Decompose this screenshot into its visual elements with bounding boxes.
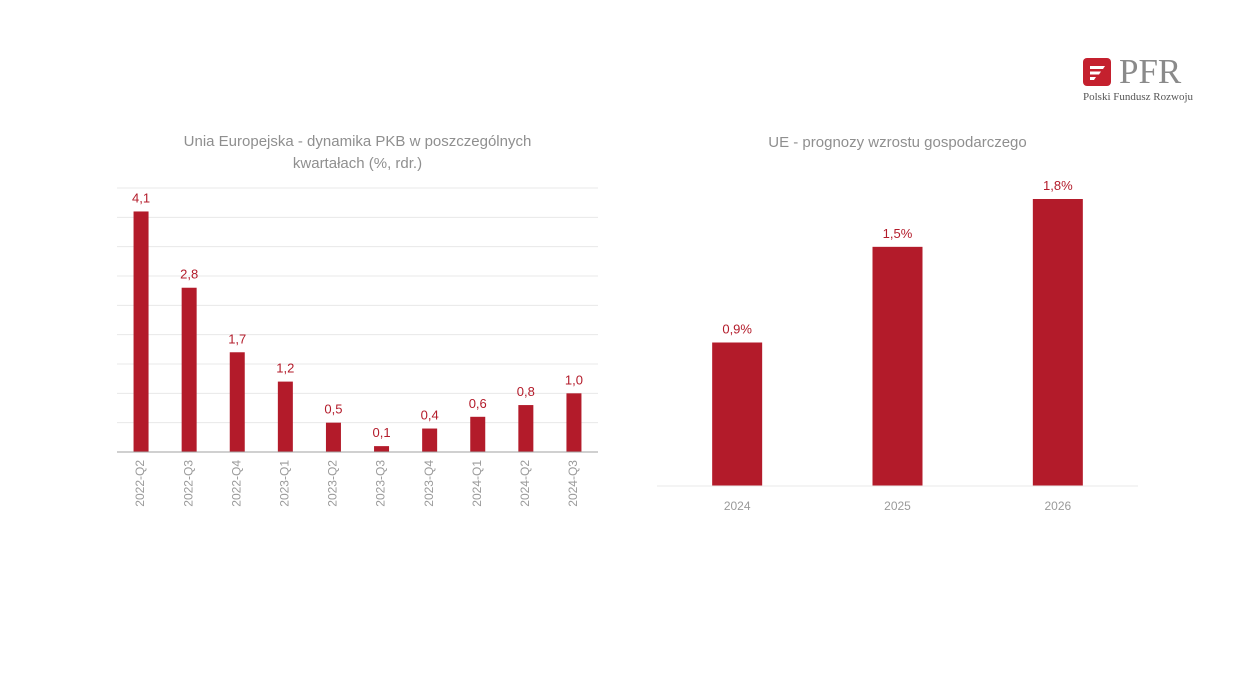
chart1-data-label: 1,2 xyxy=(276,361,294,376)
chart2-data-label: 1,5% xyxy=(883,226,913,241)
chart1-bar xyxy=(229,352,245,452)
pfr-logo-text: PFR xyxy=(1119,52,1182,91)
chart2-x-tick-label: 2024 xyxy=(724,499,751,513)
chart1-x-tick-label: 2022-Q4 xyxy=(229,460,243,507)
chart2-bar xyxy=(1032,199,1083,486)
chart1-data-label: 4,1 xyxy=(132,190,150,205)
chart1-data-label: 0,5 xyxy=(324,402,342,417)
chart1-x-tick-label: 2022-Q3 xyxy=(181,460,195,507)
chart1-bar xyxy=(470,416,486,452)
chart2-bar xyxy=(712,342,763,486)
chart1-bar xyxy=(374,446,390,452)
chart1-bar xyxy=(181,287,197,452)
chart2-bar xyxy=(872,246,923,486)
chart1-data-label: 2,8 xyxy=(180,267,198,282)
chart1-x-tick-label: 2023-Q4 xyxy=(422,460,436,507)
chart1-x-tick-label: 2023-Q1 xyxy=(278,460,292,507)
chart1-data-label: 0,6 xyxy=(469,396,487,411)
chart1-data-label: 0,4 xyxy=(421,408,439,423)
chart2-title: UE - prognozy wzrostu gospodarczego xyxy=(768,134,1027,151)
chart1-data-label: 1,0 xyxy=(565,372,583,387)
chart2-x-tick-label: 2026 xyxy=(1044,499,1071,513)
chart1-bar xyxy=(277,381,293,452)
chart1-x-tick-label: 2024-Q3 xyxy=(566,460,580,507)
chart1-bar xyxy=(518,405,534,452)
chart1-bar xyxy=(325,422,341,452)
chart1-title: Unia Europejska - dynamika PKB w poszcze… xyxy=(183,133,532,172)
chart2-x-tick-label: 2025 xyxy=(884,499,911,513)
chart1-data-label: 1,7 xyxy=(228,331,246,346)
chart1-bar xyxy=(133,211,149,452)
chart2-data-label: 1,8% xyxy=(1043,178,1073,193)
chart1-x-tick-label: 2024-Q2 xyxy=(518,460,532,507)
pfr-logo: PFR Polski Fundusz Rozwoju xyxy=(1083,52,1203,106)
chart1-bar xyxy=(566,393,582,452)
chart2-data-label: 0,9% xyxy=(722,322,752,337)
pfr-logo-subtitle: Polski Fundusz Rozwoju xyxy=(1083,91,1194,103)
chart1-x-tick-label: 2022-Q2 xyxy=(133,460,147,507)
chart1-data-label: 0,1 xyxy=(373,425,391,440)
chart1-x-tick-label: 2023-Q3 xyxy=(374,460,388,507)
chart1-x-tick-label: 2024-Q1 xyxy=(470,460,484,507)
chart1-data-label: 0,8 xyxy=(517,384,535,399)
pfr-logo-mark-icon xyxy=(1083,58,1111,86)
chart1-x-tick-label: 2023-Q2 xyxy=(326,460,340,507)
chart1-bar xyxy=(422,428,438,452)
